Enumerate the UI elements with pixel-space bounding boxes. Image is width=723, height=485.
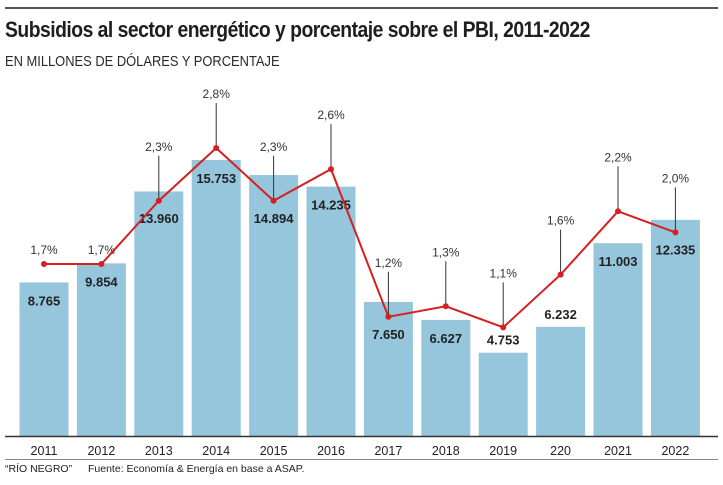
percent-point-2022 <box>672 229 679 236</box>
chart-subtitle: EN MILLONES DE DÓLARES Y PORCENTAJE <box>5 53 280 70</box>
percent-label: 2,0% <box>662 171 690 185</box>
percent-point-2016 <box>328 166 334 173</box>
source-text: Fuente: Economía & Energía en base a ASA… <box>88 463 305 475</box>
x-tick-label: 220 <box>550 444 571 458</box>
bar-value-label: 9.854 <box>85 274 118 289</box>
x-tick-label: 2011 <box>31 444 58 458</box>
bar-value-label: 6.627 <box>430 331 463 346</box>
percent-label: 1,7% <box>88 243 116 257</box>
percent-point-2014 <box>213 145 220 151</box>
bar-2014 <box>191 160 241 436</box>
bar-2016 <box>306 186 356 436</box>
percent-point-2012 <box>98 261 105 268</box>
percent-label: 2,8% <box>203 87 231 101</box>
percent-point-2019 <box>500 324 507 331</box>
percent-label: 1,7% <box>30 243 58 257</box>
credit-text: “RÍO NEGRO” <box>5 463 73 475</box>
bar-value-label: 12.335 <box>656 242 696 257</box>
bar-value-label: 14.894 <box>254 211 295 226</box>
bar-value-label: 11.003 <box>598 254 637 269</box>
x-tick-label: 2015 <box>260 444 288 458</box>
chart-title: Subsidios al sector energético y porcent… <box>5 17 590 42</box>
percent-point-220 <box>557 271 564 278</box>
bar-2022 <box>650 219 700 436</box>
bar-value-label: 4.753 <box>487 333 520 348</box>
bar-value-label: 8.765 <box>28 293 61 308</box>
percent-label: 2,6% <box>317 108 345 122</box>
percent-label: 2,3% <box>260 140 288 154</box>
x-tick-label: 2013 <box>145 444 173 458</box>
percent-point-2011 <box>41 261 47 268</box>
bar-220 <box>536 326 586 436</box>
percent-point-2017 <box>385 313 392 320</box>
percent-label: 2,2% <box>604 150 632 164</box>
x-tick-label: 2021 <box>604 444 632 458</box>
bar-value-label: 6.232 <box>544 307 577 322</box>
x-tick-label: 2019 <box>489 444 517 458</box>
percent-label: 1,3% <box>432 245 460 259</box>
x-tick-label: 2012 <box>87 444 115 458</box>
x-tick-label: 2014 <box>202 444 230 458</box>
percent-label: 1,6% <box>547 214 575 228</box>
bar-2017 <box>363 301 413 436</box>
x-tick-label: 2016 <box>317 444 345 458</box>
bar-2021 <box>593 243 643 436</box>
percent-label: 1,2% <box>375 256 403 270</box>
bar-2015 <box>249 175 299 436</box>
percent-point-2021 <box>615 208 621 215</box>
bar-2011 <box>19 282 69 436</box>
bar-2012 <box>76 263 126 436</box>
x-tick-label: 2017 <box>374 444 402 458</box>
top-rule <box>5 7 718 9</box>
percent-label: 1,1% <box>490 266 518 280</box>
bar-value-label: 13.960 <box>139 211 179 226</box>
bar-2019 <box>478 352 528 436</box>
bar-value-label: 15.753 <box>196 171 236 186</box>
x-tick-label: 2018 <box>432 444 460 458</box>
percent-point-2018 <box>442 303 449 310</box>
bar-value-label: 7.650 <box>372 327 405 342</box>
bar-2018 <box>421 319 471 436</box>
percent-point-2013 <box>155 197 162 204</box>
bar-value-label: 14.235 <box>311 198 351 213</box>
percent-label: 2,3% <box>145 140 173 154</box>
x-tick-label: 2022 <box>661 444 689 458</box>
footer-rule <box>5 459 718 460</box>
percent-line <box>44 146 676 329</box>
percent-point-2015 <box>270 197 277 204</box>
bar-2013 <box>134 191 184 436</box>
